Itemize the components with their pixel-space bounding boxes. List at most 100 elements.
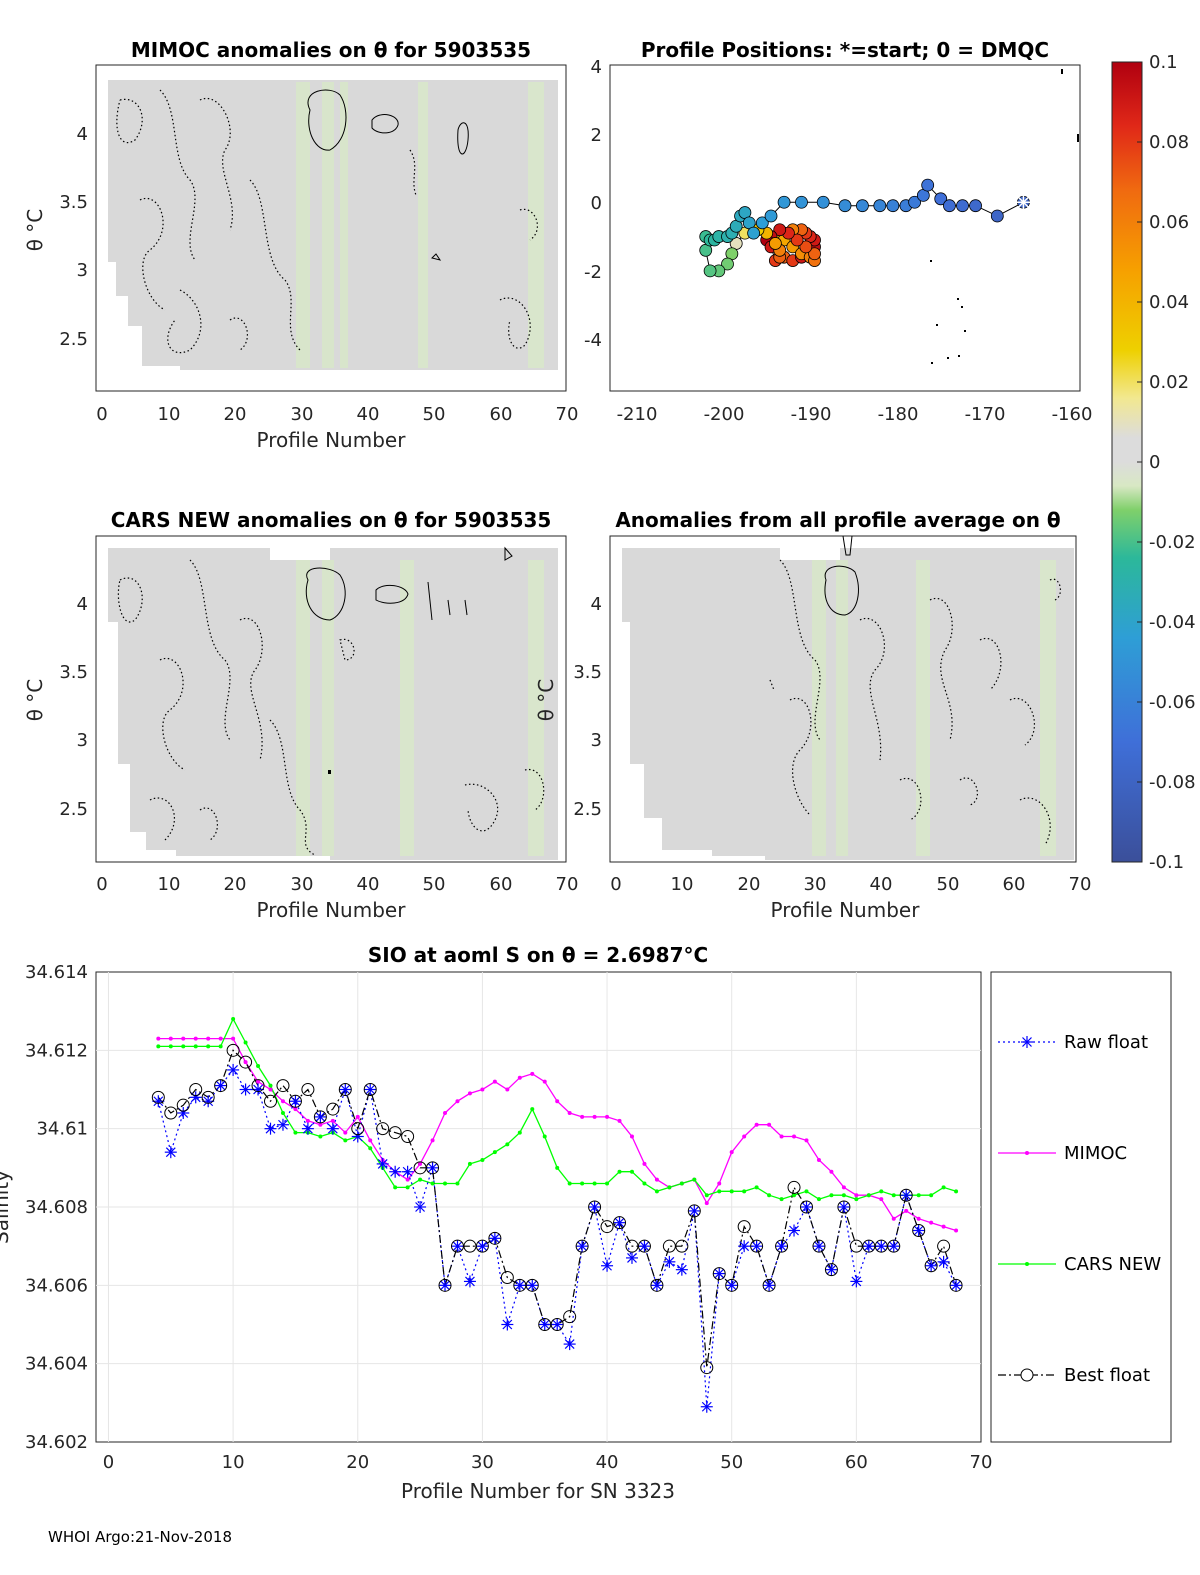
mimoc-point — [904, 1208, 909, 1213]
profile-position-point — [934, 192, 948, 206]
svg-text:-4: -4 — [584, 330, 602, 351]
mimoc-point — [455, 1099, 460, 1104]
salinity-xlabel: Profile Number for SN 3323 — [401, 1479, 675, 1503]
best-float-point — [276, 1079, 290, 1093]
cars-point — [467, 1161, 472, 1166]
best-float-point — [475, 1239, 489, 1253]
cars-point — [455, 1181, 460, 1186]
mimoc-point — [206, 1036, 211, 1041]
cars-point — [206, 1044, 211, 1049]
legend-item: Best float — [998, 1365, 1150, 1386]
svg-text:0: 0 — [96, 874, 107, 895]
colorbar-tick-label: -0.04 — [1149, 612, 1196, 633]
mimoc-point — [480, 1087, 485, 1092]
raw-float-point — [439, 1279, 452, 1292]
raw-float-point — [314, 1110, 327, 1123]
raw-float-point — [351, 1130, 364, 1143]
svg-text:20: 20 — [738, 874, 761, 895]
panel1-xlabel: Profile Number — [257, 428, 407, 452]
svg-text:10: 10 — [158, 874, 181, 895]
best-float-point — [899, 1188, 913, 1202]
profile-position-point — [816, 195, 830, 209]
svg-text:40: 40 — [357, 404, 380, 425]
cars-point — [891, 1193, 896, 1198]
raw-float-point — [950, 1279, 963, 1292]
panel3-xticks: 0 10 20 30 40 50 60 70 — [96, 874, 578, 895]
raw-float-point — [501, 1318, 514, 1331]
svg-text:-170: -170 — [965, 404, 1006, 425]
raw-float-point — [289, 1095, 302, 1108]
raw-float-point — [463, 1275, 476, 1288]
mimoc-point — [555, 1099, 560, 1104]
cars-point — [792, 1193, 797, 1198]
y-tick-label: 34.604 — [25, 1354, 88, 1375]
best-float-point — [637, 1239, 651, 1253]
raw-float-point — [376, 1157, 389, 1170]
x-tick-label: 40 — [596, 1452, 619, 1473]
svg-text:2.5: 2.5 — [59, 799, 88, 820]
cars-point — [841, 1193, 846, 1198]
svg-text:60: 60 — [490, 874, 513, 895]
profile-position-point — [808, 247, 821, 261]
svg-text:3: 3 — [77, 730, 88, 751]
panel1-ylabel: θ °C — [23, 209, 47, 252]
svg-text:10: 10 — [158, 404, 181, 425]
panel3-dotted-contours — [117, 559, 545, 856]
svg-text:-2: -2 — [584, 262, 602, 283]
colorbar-tick-label: 0.04 — [1149, 292, 1189, 313]
mimoc-point — [355, 1114, 360, 1119]
cars-point — [879, 1189, 884, 1194]
raw-float-point — [214, 1079, 227, 1092]
mimoc-point — [754, 1122, 759, 1127]
svg-text:40: 40 — [357, 874, 380, 895]
svg-text:60: 60 — [1003, 874, 1026, 895]
cars-point — [929, 1193, 934, 1198]
raw-float-point — [625, 1251, 638, 1264]
profile-position-point — [777, 195, 791, 209]
cars-point — [343, 1138, 348, 1143]
best-float-point — [912, 1224, 926, 1237]
raw-float-point — [601, 1259, 614, 1272]
raw-float-point — [401, 1165, 414, 1178]
best-float-point — [239, 1055, 253, 1069]
raw-float-point — [887, 1240, 900, 1253]
colorbar-tick-label: -0.06 — [1149, 692, 1196, 713]
mimoc-point — [256, 1079, 261, 1084]
best-float-point — [887, 1239, 901, 1253]
cars-point — [692, 1177, 697, 1182]
profile-position-point — [873, 199, 887, 213]
panel2-xticks: -210 -200 -190 -180 -170 -160 — [617, 404, 1093, 425]
profile-position-point — [856, 199, 869, 213]
svg-text:10: 10 — [671, 874, 694, 895]
mimoc-point — [318, 1122, 323, 1127]
panel-profile-average-anomalies: Anomalies from all profile average on θ … — [534, 508, 1091, 922]
raw-float-point — [650, 1279, 663, 1292]
colorbar-tick-label: 0 — [1149, 452, 1160, 473]
best-float-point — [313, 1110, 327, 1124]
panel4-title: Anomalies from all profile average on θ — [615, 508, 1060, 532]
colorbar-tick-label: -0.08 — [1149, 772, 1196, 793]
svg-text:4: 4 — [591, 57, 602, 78]
svg-text:50: 50 — [423, 404, 446, 425]
legend-box — [990, 971, 1172, 1443]
cars-point — [567, 1181, 572, 1186]
mimoc-point — [505, 1087, 510, 1092]
legend-label: CARS NEW — [1064, 1254, 1161, 1275]
cars-point — [779, 1197, 784, 1202]
x-tick-label: 10 — [222, 1452, 245, 1473]
mimoc-point — [605, 1114, 610, 1119]
svg-text:70: 70 — [556, 874, 579, 895]
panel2-yticks: -4 -2 0 2 4 — [584, 57, 602, 351]
mimoc-point — [879, 1197, 884, 1202]
salinity-grid — [96, 972, 981, 1442]
raw-float-point — [713, 1267, 726, 1280]
colorbar-ticks: 0.1 0.08 0.06 0.04 0.02 0 -0.02 -0.04 -0.06 -0.08… — [1137, 52, 1196, 873]
profile-position-point — [886, 199, 900, 213]
cars-point — [318, 1134, 323, 1139]
best-float-point — [600, 1220, 614, 1234]
mimoc-point — [168, 1036, 173, 1041]
profile-position-point — [747, 226, 761, 240]
raw-float-point — [937, 1255, 950, 1268]
cars-point — [443, 1181, 448, 1186]
svg-text:3.5: 3.5 — [573, 662, 602, 683]
